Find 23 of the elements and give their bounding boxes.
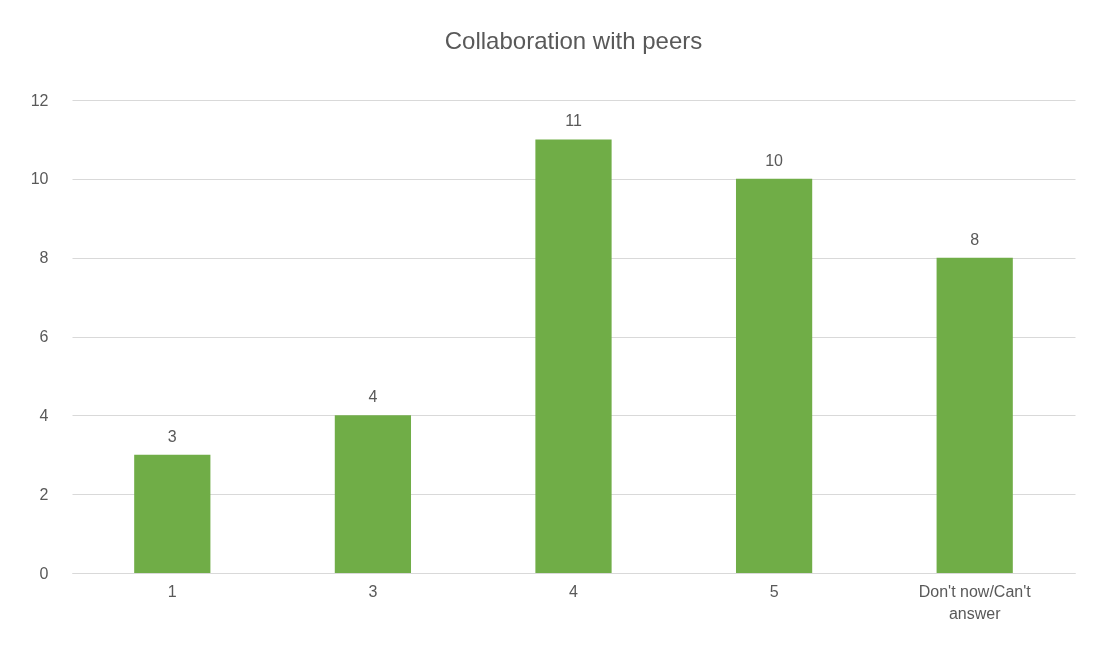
chart-title: Collaboration with peers [444, 27, 703, 54]
data-label: 8 [970, 230, 980, 248]
y-tick-label: 8 [39, 249, 49, 267]
data-label: 11 [565, 112, 582, 130]
x-tick-label: 1 [167, 582, 177, 600]
y-tick-label: 0 [39, 564, 49, 582]
y-tick-label: 4 [39, 406, 49, 424]
y-tick-label: 10 [30, 170, 49, 188]
x-tick-label: 3 [368, 582, 378, 600]
y-tick-label: 12 [30, 91, 49, 109]
data-label: 10 [765, 151, 784, 169]
bar [334, 415, 412, 573]
bar [134, 454, 211, 573]
bar [535, 139, 612, 573]
data-label: 4 [368, 388, 378, 406]
data-label: 3 [167, 427, 177, 445]
y-tick-label: 6 [39, 328, 49, 345]
x-tick-label: Don't now/Can't answer [918, 582, 1032, 622]
bar [936, 257, 1013, 573]
y-tick-label: 2 [39, 485, 49, 503]
x-tick-label: 4 [569, 582, 579, 600]
x-tick-label: 5 [769, 582, 779, 600]
bar [735, 178, 813, 573]
